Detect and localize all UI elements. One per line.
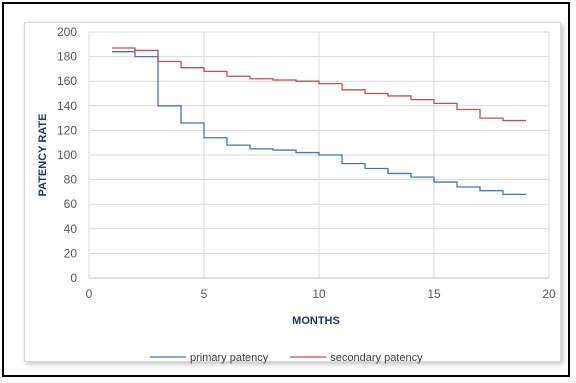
y-tick-label: 180 xyxy=(57,50,77,64)
x-tick-label: 20 xyxy=(542,287,556,301)
legend-label: secondary patency xyxy=(330,352,423,364)
y-tick-label: 200 xyxy=(57,25,77,39)
y-tick-label: 60 xyxy=(64,197,78,211)
y-tick-label: 120 xyxy=(57,123,77,137)
y-tick-label: 140 xyxy=(57,99,77,113)
y-tick-label: 80 xyxy=(64,173,78,187)
y-tick-label: 160 xyxy=(57,74,77,88)
legend-label: primary patency xyxy=(190,352,269,364)
grid-lines xyxy=(88,31,550,279)
y-tick-label: 100 xyxy=(57,148,77,162)
y-tick-label: 20 xyxy=(64,246,78,260)
x-tick-label: 10 xyxy=(312,287,326,301)
y-tick-label: 0 xyxy=(70,271,77,285)
y-tick-label: 40 xyxy=(64,222,78,236)
series-line-secondary-patency xyxy=(112,47,526,122)
chart-frame xyxy=(2,2,570,377)
x-tick-labels: 0 5 10 15 20 xyxy=(86,287,556,301)
x-tick-label: 0 xyxy=(86,287,93,301)
chart-area xyxy=(24,22,561,362)
series-line-primary-patency xyxy=(112,51,526,196)
x-tick-label: 15 xyxy=(427,287,441,301)
legend: primary patency secondary patency xyxy=(150,352,423,364)
x-axis-title: MONTHS xyxy=(292,315,340,327)
y-axis-title: PATENCY RATE xyxy=(37,114,49,197)
y-tick-labels: 0 20 40 60 80 100 120 140 160 180 200 xyxy=(57,25,77,285)
x-tick-label: 5 xyxy=(201,287,208,301)
series-lines xyxy=(112,47,526,196)
